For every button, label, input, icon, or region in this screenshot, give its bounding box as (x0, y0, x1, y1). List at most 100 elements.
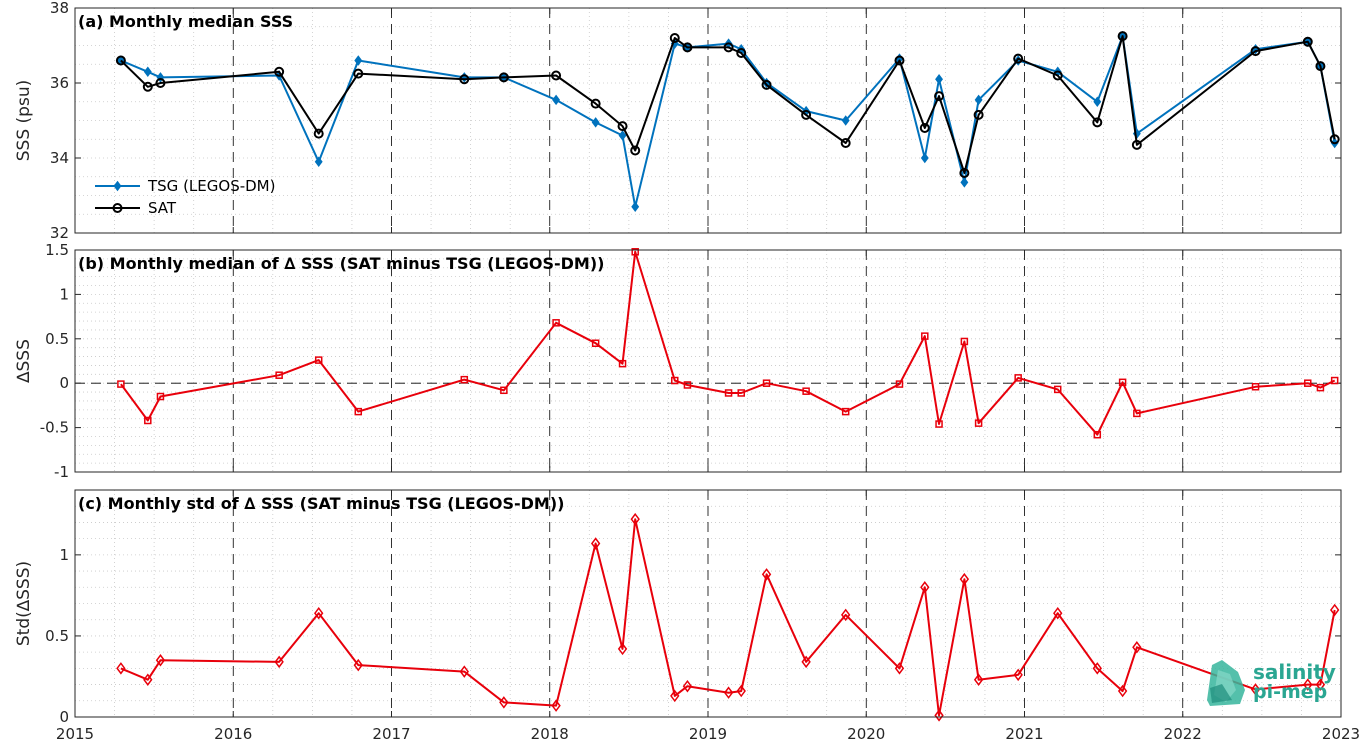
data-point (737, 389, 745, 397)
data-point (353, 658, 363, 672)
data-point (314, 606, 324, 620)
data-point (617, 121, 628, 132)
legend-label: SAT (148, 199, 177, 217)
y-tick-label: 1.5 (45, 241, 69, 259)
data-point (841, 407, 850, 416)
y-tick-label: 0 (59, 708, 69, 726)
data-point (500, 386, 508, 395)
data-point (156, 392, 165, 401)
series-line (120, 35, 1336, 174)
data-point (1304, 379, 1312, 387)
data-point (155, 78, 166, 88)
data-point (354, 407, 363, 416)
axes-box (74, 249, 1342, 473)
data-point (590, 98, 601, 109)
data-point (919, 123, 930, 133)
x-tick-label: 2018 (531, 725, 569, 743)
data-point (724, 389, 733, 397)
data-point (618, 130, 627, 141)
data-point (498, 72, 509, 83)
data-point (116, 662, 126, 675)
series-line (120, 250, 1336, 436)
data-point (1092, 662, 1102, 675)
data-point (274, 655, 284, 669)
axes-box (74, 7, 1342, 234)
data-point (840, 608, 851, 622)
data-point (960, 337, 969, 346)
logo-text-salinity: salinity (1253, 660, 1336, 684)
data-point (1303, 678, 1313, 691)
data-point (920, 152, 929, 164)
data-point (1315, 678, 1326, 691)
panel-title: (c) Monthly std of ∆ SSS (SAT minus TSG … (78, 494, 564, 513)
panel-title: (a) Monthly median SSS (78, 12, 293, 31)
data-point (935, 74, 943, 85)
data-point (1329, 134, 1340, 145)
data-point (631, 248, 639, 256)
data-point (959, 168, 970, 178)
data-point (1093, 430, 1102, 439)
data-point (630, 512, 640, 526)
data-point (591, 339, 600, 347)
data-point (1052, 70, 1063, 81)
data-point (934, 709, 944, 722)
data-point (1316, 383, 1325, 392)
data-point (723, 686, 734, 699)
data-point (1132, 641, 1142, 654)
data-point (1013, 53, 1024, 64)
data-point (354, 55, 363, 66)
y-axis-label: Std(∆SSS) (14, 561, 34, 646)
logo-text-pimep: pi-mep (1253, 681, 1327, 703)
data-point (761, 568, 772, 581)
data-point (736, 48, 747, 58)
data-point (1053, 385, 1062, 394)
y-tick-label: 38 (50, 0, 69, 17)
y-tick-label: -0.5 (40, 419, 69, 437)
data-point (670, 689, 680, 703)
data-point (1131, 139, 1142, 150)
data-point (1117, 684, 1128, 698)
data-point (973, 109, 984, 120)
y-tick-label: 0 (59, 374, 69, 392)
data-point (682, 42, 693, 53)
data-point (1093, 96, 1102, 107)
y-axis-label: ∆SSS (14, 339, 34, 384)
x-tick-label: 2021 (1005, 725, 1043, 743)
series-line (120, 518, 1336, 717)
data-point (801, 655, 811, 669)
data-point (551, 699, 561, 712)
data-point (630, 145, 641, 156)
x-tick-label: 2019 (689, 725, 727, 743)
data-point (1330, 376, 1339, 385)
x-tick-label: 2023 (1322, 725, 1360, 743)
axes-box (74, 489, 1342, 718)
panel-c: 0 0.5 1 Std(∆SSS) (c) Monthly std of ∆ SSS (… (14, 489, 1342, 726)
legend: TSG (LEGOS-DM) SAT (95, 177, 275, 217)
y-tick-label: -1 (54, 463, 69, 481)
data-point (895, 380, 904, 388)
data-point (973, 673, 984, 686)
data-point (802, 387, 810, 395)
data-point (840, 138, 851, 148)
data-point (1302, 36, 1313, 47)
data-point (1013, 668, 1023, 682)
data-point (499, 696, 509, 709)
data-point (921, 332, 929, 340)
data-point (1250, 46, 1261, 57)
data-point (1329, 603, 1340, 617)
y-tick-label: 0.5 (45, 627, 69, 645)
data-point (761, 79, 772, 90)
data-point (1315, 61, 1326, 72)
legend-item: TSG (LEGOS-DM) (95, 177, 275, 195)
data-point (591, 117, 600, 128)
data-point (974, 419, 983, 427)
data-point (1053, 606, 1063, 620)
data-point (551, 70, 562, 81)
data-point (801, 109, 812, 120)
data-point (671, 376, 679, 385)
data-point (275, 371, 283, 379)
x-tick-label: 2022 (1164, 725, 1202, 743)
data-point (143, 673, 153, 686)
x-tick-label: 2020 (847, 725, 885, 743)
